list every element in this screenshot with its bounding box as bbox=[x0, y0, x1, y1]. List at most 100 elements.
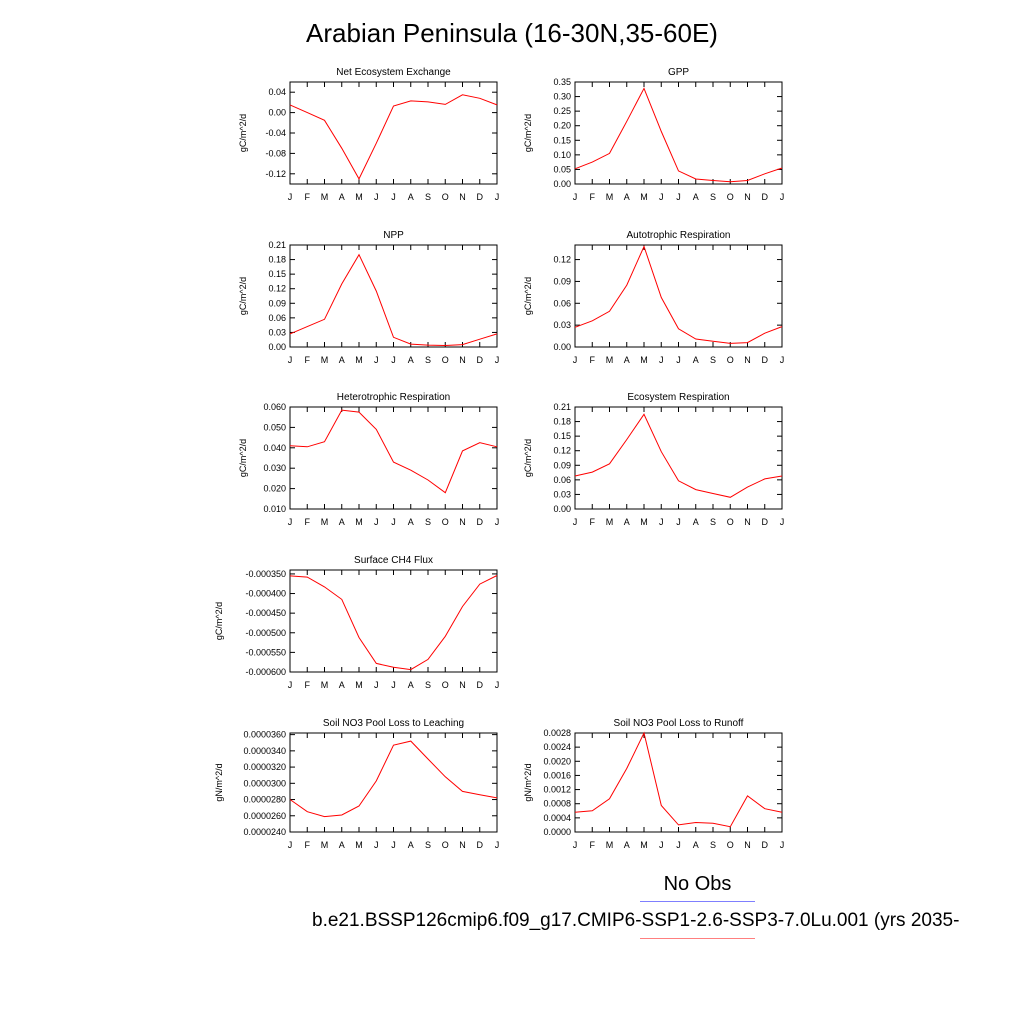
x-tick-label: S bbox=[710, 517, 716, 527]
y-tick-label: 0.050 bbox=[263, 422, 286, 432]
y-tick-label: 0.05 bbox=[553, 164, 571, 174]
x-tick-label: N bbox=[459, 680, 466, 690]
x-tick-label: J bbox=[288, 192, 293, 202]
y-tick-label: 0.0000340 bbox=[243, 746, 286, 756]
x-tick-label: A bbox=[408, 517, 414, 527]
y-tick-label: 0.12 bbox=[268, 284, 286, 294]
x-tick-label: J bbox=[391, 680, 396, 690]
x-tick-label: M bbox=[355, 680, 363, 690]
y-tick-label: 0.0020 bbox=[543, 756, 571, 766]
y-tick-label: -0.000350 bbox=[245, 569, 286, 579]
x-tick-label: J bbox=[374, 680, 379, 690]
x-tick-label: S bbox=[710, 840, 716, 850]
x-tick-label: S bbox=[710, 192, 716, 202]
plot-frame bbox=[574, 732, 783, 833]
x-tick-label: D bbox=[477, 192, 484, 202]
y-tick-label: -0.04 bbox=[265, 128, 286, 138]
y-tick-label: 0.10 bbox=[553, 150, 571, 160]
x-tick-label: F bbox=[305, 840, 311, 850]
x-tick-label: J bbox=[288, 680, 293, 690]
x-tick-label: O bbox=[727, 192, 734, 202]
x-tick-label: A bbox=[693, 517, 699, 527]
x-tick-label: M bbox=[355, 192, 363, 202]
x-tick-label: A bbox=[339, 192, 345, 202]
y-tick-label: 0.09 bbox=[553, 276, 571, 286]
y-tick-label: 0.04 bbox=[268, 87, 286, 97]
panel-title: Soil NO3 Pool Loss to Runoff bbox=[614, 718, 744, 729]
x-tick-label: A bbox=[408, 355, 414, 365]
y-tick-label: -0.000550 bbox=[245, 647, 286, 657]
x-tick-label: A bbox=[339, 680, 345, 690]
x-tick-label: O bbox=[727, 517, 734, 527]
panel-title: Autotrophic Respiration bbox=[627, 230, 731, 241]
y-tick-label: 0.0000300 bbox=[243, 778, 286, 788]
x-tick-label: F bbox=[590, 355, 596, 365]
panel-title: Soil NO3 Pool Loss to Leaching bbox=[323, 718, 464, 729]
x-tick-label: F bbox=[305, 192, 311, 202]
x-tick-label: F bbox=[305, 680, 311, 690]
y-axis-label: gN/m^2/d bbox=[523, 763, 533, 801]
x-tick-label: N bbox=[744, 517, 751, 527]
x-tick-label: M bbox=[640, 840, 648, 850]
panel-3: NPP gC/m^2/d 0.21 0.18 0.15 0.12 0.09 0.06 0.03 0… bbox=[238, 230, 499, 365]
y-tick-label: 0.00 bbox=[553, 504, 571, 514]
y-tick-label: 0.09 bbox=[553, 460, 571, 470]
x-tick-label: A bbox=[693, 840, 699, 850]
x-tick-label: J bbox=[495, 840, 500, 850]
y-tick-label: 0.00 bbox=[553, 179, 571, 189]
x-tick-label: M bbox=[355, 517, 363, 527]
y-tick-label: 0.03 bbox=[553, 320, 571, 330]
x-tick-label: M bbox=[355, 840, 363, 850]
y-tick-label: 0.00 bbox=[268, 342, 286, 352]
y-tick-label: 0.18 bbox=[553, 417, 571, 427]
y-tick-label: 0.00 bbox=[553, 342, 571, 352]
x-tick-label: D bbox=[477, 680, 484, 690]
y-tick-label: 0.06 bbox=[553, 298, 571, 308]
panel-title: Surface CH4 Flux bbox=[354, 555, 433, 566]
x-tick-label: O bbox=[442, 192, 449, 202]
y-tick-label: 0.0004 bbox=[543, 813, 571, 823]
x-tick-label: J bbox=[780, 355, 785, 365]
legend-obs-label: No Obs bbox=[663, 873, 732, 895]
y-tick-label: 0.0000 bbox=[543, 827, 571, 837]
y-tick-label: 0.0000320 bbox=[243, 762, 286, 772]
y-axis-label: gC/m^2/d bbox=[523, 277, 533, 315]
x-tick-label: O bbox=[442, 355, 449, 365]
series-line bbox=[289, 253, 498, 347]
plot-frame bbox=[289, 732, 498, 833]
plot-frame bbox=[574, 81, 783, 185]
plot-frame bbox=[289, 81, 498, 185]
series-line bbox=[289, 575, 498, 671]
x-tick-label: J bbox=[659, 840, 664, 850]
panel-title: GPP bbox=[668, 67, 689, 78]
panel-7: Surface CH4 Flux gC/m^2/d -0.000350 -0.0004… bbox=[214, 555, 499, 690]
x-tick-label: J bbox=[288, 355, 293, 365]
series-line bbox=[289, 409, 498, 494]
legend-obs-line bbox=[640, 901, 755, 902]
x-tick-label: J bbox=[659, 192, 664, 202]
x-tick-label: M bbox=[321, 192, 329, 202]
x-tick-label: A bbox=[339, 840, 345, 850]
x-tick-label: S bbox=[425, 192, 431, 202]
x-tick-label: N bbox=[459, 517, 466, 527]
x-tick-label: A bbox=[339, 355, 345, 365]
y-tick-label: -0.000600 bbox=[245, 667, 286, 677]
x-tick-label: J bbox=[288, 840, 293, 850]
x-tick-label: J bbox=[391, 840, 396, 850]
y-tick-label: 0.0028 bbox=[543, 728, 571, 738]
x-tick-label: F bbox=[590, 192, 596, 202]
x-tick-label: D bbox=[762, 192, 769, 202]
y-tick-label: 0.06 bbox=[553, 475, 571, 485]
x-tick-label: A bbox=[624, 192, 630, 202]
x-tick-label: S bbox=[425, 840, 431, 850]
x-tick-label: A bbox=[693, 355, 699, 365]
y-tick-label: -0.000500 bbox=[245, 628, 286, 638]
x-tick-label: M bbox=[355, 355, 363, 365]
x-tick-label: D bbox=[477, 840, 484, 850]
series-line bbox=[289, 94, 498, 180]
x-tick-label: J bbox=[780, 192, 785, 202]
panel-1: Net Ecosystem Exchange gC/m^2/d 0.04 0.00 -0… bbox=[238, 67, 499, 202]
y-axis-label: gC/m^2/d bbox=[238, 277, 248, 315]
x-tick-label: J bbox=[780, 840, 785, 850]
x-tick-label: A bbox=[624, 517, 630, 527]
